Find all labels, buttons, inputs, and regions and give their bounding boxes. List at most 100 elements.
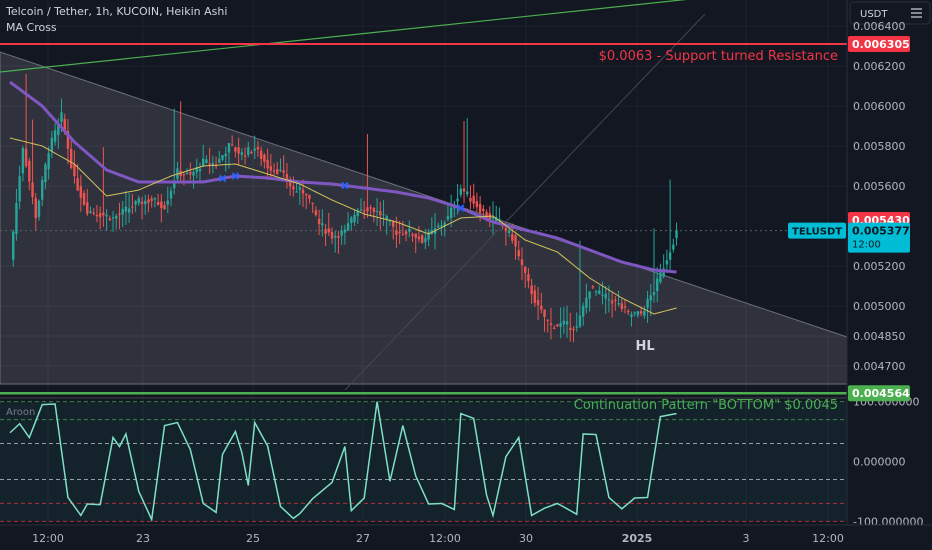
candle-body (511, 234, 514, 241)
candle-body (224, 153, 227, 157)
currency-badge[interactable] (849, 1, 931, 25)
symbol-tag-label: TELUSDT (792, 227, 842, 238)
candle-body (588, 291, 591, 299)
candle-body (440, 225, 443, 227)
candles (12, 73, 678, 343)
candle-body (569, 327, 572, 330)
aroon-band (0, 401, 847, 522)
candle-body (414, 233, 417, 238)
candle-body (301, 189, 305, 194)
time-axis[interactable] (0, 525, 932, 550)
candle-body (324, 229, 327, 234)
candle-body (366, 207, 369, 212)
candle-body (263, 154, 266, 162)
candle-body (76, 178, 79, 191)
candle-body (305, 193, 308, 196)
candle-body (459, 188, 462, 195)
candle-body (662, 268, 665, 277)
candle-body (636, 311, 640, 316)
candle-body (533, 290, 537, 303)
candle-body (623, 306, 627, 308)
candle-body (382, 214, 385, 216)
candle-body (591, 286, 595, 288)
candle-body (63, 118, 66, 132)
candle-body (337, 236, 340, 238)
candle-body (150, 198, 153, 201)
resistance-price-tag-label: 0.006305 (852, 38, 910, 51)
candle-body (205, 159, 208, 163)
candle-body (430, 230, 434, 234)
resistance-label: $0.0063 - Support turned Resistance (599, 49, 838, 64)
candle-body (449, 207, 453, 218)
candle-body (527, 274, 530, 282)
candle-body (253, 148, 256, 151)
aroon-title: Aroon (6, 407, 35, 418)
candle-body (498, 218, 501, 221)
candle-body (581, 306, 585, 317)
candle-body (272, 170, 276, 172)
candle-body (604, 293, 607, 299)
candle-body (482, 208, 485, 212)
candle-body (472, 195, 475, 204)
candle-body (192, 172, 195, 176)
candle-body (343, 229, 347, 233)
support-price-tag-label: 0.004564 (852, 387, 910, 400)
time-tick-label: 25 (246, 532, 260, 545)
indicator-label[interactable]: MA Cross (6, 21, 57, 34)
price-tick-label: 0.005000 (853, 300, 906, 313)
candle-body (649, 295, 652, 301)
candle-body (308, 194, 311, 199)
candle-body (639, 311, 643, 314)
candle-body (359, 209, 363, 211)
chart-title: Telcoin / Tether, 1h, KUCOIN, Heikin Ash… (5, 5, 227, 18)
candle-body (69, 148, 73, 168)
candle-body (266, 159, 269, 169)
settings-menu-icon[interactable] (911, 8, 922, 18)
candle-body (485, 211, 488, 218)
price-scale[interactable] (847, 0, 932, 525)
candle-body (108, 218, 112, 221)
price-tick-label: 0.006000 (853, 100, 906, 113)
candle-body (601, 294, 604, 296)
candle-body (44, 164, 47, 183)
candle-body (41, 179, 44, 200)
candle-body (391, 221, 395, 227)
candle-body (15, 202, 18, 235)
candle-body (105, 214, 108, 217)
candle-body (50, 137, 54, 152)
candle-body (562, 320, 566, 325)
candle-body (131, 206, 134, 208)
price-ticks: 0.006400 0.006200 0.006000 0.005800 0.005600… (853, 20, 906, 373)
cross-marker (218, 174, 227, 183)
candle-body (620, 303, 623, 309)
price-tick-label: 0.006200 (853, 60, 906, 73)
candle-body (66, 130, 70, 149)
candle-body (211, 163, 215, 166)
candle-body (420, 235, 424, 243)
candle-body (21, 148, 25, 174)
candle-body (230, 144, 234, 146)
candle-body (475, 201, 479, 208)
candle-body (559, 323, 562, 327)
candle-body (627, 310, 630, 313)
candle-body (12, 231, 15, 260)
candle-body (401, 234, 405, 236)
candle-body (610, 300, 614, 304)
aroon-line (9, 401, 677, 523)
candle-body (540, 305, 543, 310)
candle-body (79, 186, 83, 198)
candle-body (153, 198, 157, 200)
candle-body (259, 150, 263, 159)
candle-body (524, 266, 527, 273)
candle-body (195, 167, 198, 173)
candle-body (514, 235, 517, 247)
candle-body (285, 174, 289, 182)
candle-body (147, 199, 150, 203)
candle-body (363, 210, 366, 212)
candle-body (163, 205, 166, 210)
aroon-levels (0, 401, 847, 522)
candle-body (221, 155, 224, 160)
aroon-tick-label: 0.000000 (853, 456, 906, 469)
candle-body (47, 153, 50, 170)
